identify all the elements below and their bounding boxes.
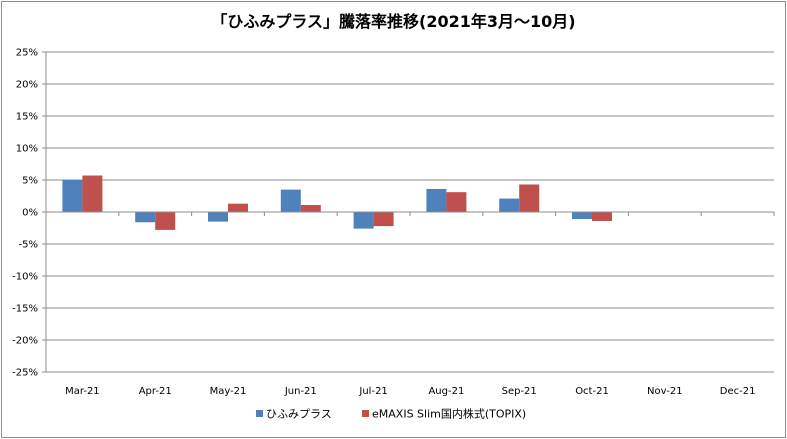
bar — [62, 180, 83, 212]
y-tick-label: -25% — [12, 368, 38, 379]
bar — [353, 212, 374, 229]
bar — [135, 212, 156, 223]
y-tick-label: 15% — [16, 112, 38, 123]
y-tick-label: 20% — [16, 80, 38, 91]
bar — [300, 204, 321, 212]
chart-title: 「ひふみプラス」騰落率推移(2021年3月～10月) — [211, 12, 576, 31]
y-tick-label: 0% — [22, 208, 38, 219]
y-tick-label: 10% — [16, 144, 38, 155]
bar — [228, 203, 248, 212]
bar — [208, 212, 228, 222]
x-tick-label: Aug-21 — [428, 386, 464, 397]
x-tick-label: Sep-21 — [502, 386, 537, 397]
y-tick-label: -20% — [12, 336, 38, 347]
y-tick-label: -15% — [12, 304, 38, 315]
bars — [62, 175, 612, 230]
y-tick-label: 25% — [16, 48, 38, 59]
x-tick-label: Mar-21 — [65, 386, 100, 397]
bar — [499, 198, 520, 212]
bar — [446, 192, 467, 212]
axes — [45, 52, 775, 372]
bar — [82, 175, 103, 212]
x-tick-label: Nov-21 — [647, 386, 683, 397]
y-tick-label: 5% — [22, 176, 38, 187]
bar — [426, 188, 447, 212]
bar — [155, 212, 176, 230]
y-tick-label: -10% — [12, 272, 38, 283]
x-tick-label: Jun-21 — [284, 386, 317, 397]
x-tick-label: Oct-21 — [575, 386, 609, 397]
x-axis-ticks: Mar-21 Apr-21 May-21 Jun-21 Jul-21 Aug-21 Sep-… — [65, 386, 755, 397]
bar — [519, 184, 540, 212]
x-tick-label: Apr-21 — [139, 386, 172, 397]
legend-swatch — [256, 410, 263, 417]
x-tick-label: May-21 — [210, 386, 247, 397]
legend: ひふみプラス eMAXIS Slim国内株式(TOPIX) — [256, 407, 526, 421]
legend-swatch — [362, 410, 369, 417]
bar — [572, 212, 592, 220]
x-tick-label: Dec-21 — [720, 386, 756, 397]
bar — [592, 212, 612, 221]
bar — [373, 212, 394, 227]
y-tick-label: -5% — [19, 240, 38, 251]
legend-label: ひふみプラス — [266, 408, 332, 421]
x-tick-label: Jul-21 — [358, 386, 387, 397]
bar — [280, 189, 301, 212]
y-axis-ticks: 25% 20% 15% 10% 5% 0% -5% -10% -15% -20% -25% — [12, 48, 38, 379]
legend-label: eMAXIS Slim国内株式(TOPIX) — [372, 407, 526, 421]
